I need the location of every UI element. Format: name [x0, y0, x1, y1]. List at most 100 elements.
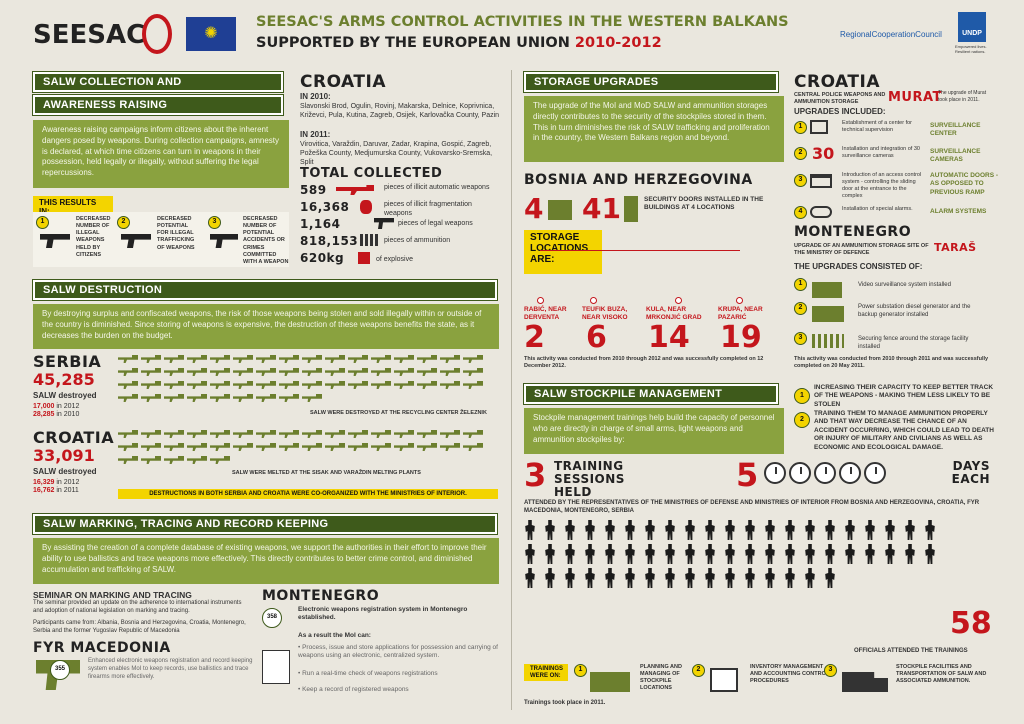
destruction-banner: DESTRUCTIONS IN BOTH SERBIA AND CROATIA …: [118, 489, 498, 499]
location-1-number: 2: [524, 320, 545, 355]
upgrades-included: UPGRADES INCLUDED:: [794, 107, 886, 116]
location-4-number: 19: [720, 320, 762, 355]
seesac-logo: SEESAC: [33, 20, 146, 50]
croatia-in2011: IN 2011:: [300, 130, 331, 139]
mne-upgrade-3-num: 3: [794, 332, 807, 345]
results-panel: [33, 212, 289, 267]
croatia-sub: SALW destroyed: [33, 467, 97, 476]
camera-icon: [812, 282, 842, 298]
undp-logo: UNDP: [958, 12, 986, 42]
training-2: INVENTORY MANAGEMENT AND ACCOUNTING CONT…: [750, 664, 830, 685]
trainings-took-place: Trainings took place in 2011.: [524, 700, 606, 706]
training-1: PLANNING AND MANAGING OF STOCKPILE LOCAT…: [640, 664, 682, 692]
location-marker-3: [675, 297, 682, 304]
generator-icon: [812, 306, 844, 322]
mne-upgrade-1-num: 1: [794, 278, 807, 291]
location-2-number: 6: [586, 320, 607, 355]
result-3: DECREASED NUMBER OF POTENTIAL ACCIDENTS …: [243, 216, 289, 265]
stockpile-title: SALW STOCKPILE MANAGEMENT: [524, 384, 778, 404]
taras: TARAŠ: [934, 241, 977, 254]
trainings-on: TRAININGS WERE ON:: [524, 664, 568, 682]
marking-title: SALW MARKING, TRACING AND RECORD KEEPING: [33, 514, 497, 534]
croatia-number: 33,091: [33, 446, 95, 465]
gate-icon: [810, 174, 832, 188]
rifle-icon: [336, 185, 374, 195]
total-589: 589: [300, 183, 327, 197]
croatia-storage-title: CROATIA: [794, 72, 880, 92]
header-title-2: SUPPORTED BY THE EUROPEAN UNION 2010-201…: [256, 35, 662, 51]
murat: MURAT: [888, 90, 942, 105]
seminar-body: The seminar provided an update on the ad…: [33, 600, 242, 614]
cameras-30: 30: [812, 144, 835, 163]
location-marker-2: [590, 297, 597, 304]
key-4: ALARM SYSTEMS: [930, 208, 987, 215]
storage-title: STORAGE UPGRADES: [524, 72, 778, 92]
mne-upgrade-3: Securing fence around the storage facili…: [858, 336, 969, 350]
result-3-number: 3: [208, 216, 221, 229]
training-2-num: 2: [692, 664, 705, 677]
mne-marking-body: Electronic weapons registration system i…: [298, 606, 468, 622]
croatia-list-2010: Slavonski Brod, Ogulin, Rovinj, Makarska…: [300, 103, 500, 120]
croatia-title: CROATIA: [300, 72, 386, 92]
croatia-list-2011: Virovitica, Varaždin, Daruvar, Zadar, Kr…: [300, 141, 493, 167]
box-icon: [710, 668, 738, 692]
croatia-weapons-rows: [118, 430, 498, 464]
location-4-name: KRUPA, NEAR PAZARIĆ: [718, 306, 763, 322]
upgrade-4: Installation of special alarms.: [842, 206, 913, 212]
serbia-2010: 28,285 in 2010: [33, 411, 80, 418]
monitor-icon: [810, 120, 828, 134]
truck-icon: [842, 672, 888, 692]
collection-title-1: SALW COLLECTION AND: [33, 72, 283, 92]
badge-355: 355: [50, 660, 70, 680]
mne-result: As a result the MoI can:: [298, 632, 371, 639]
upgrade-1: Establishment of a center for technical …: [842, 120, 913, 134]
destruction-title: SALW DESTRUCTION: [33, 280, 497, 300]
bih-n4: 4: [524, 192, 544, 225]
alarm-icon: [810, 206, 832, 218]
total-620kg: 620kg: [300, 251, 345, 265]
officials-icons: [524, 520, 954, 588]
undp-tagline: Empowered lives. Resilient nations.: [955, 44, 987, 54]
location-3-number: 14: [648, 320, 690, 355]
result-2: DECREASED POTENTIAL FOR ILLEGAL TRAFFICK…: [157, 216, 195, 251]
fence-icon: [812, 334, 844, 348]
officials-label: OFFICIALS ATTENDED THE TRAININGS: [854, 648, 968, 654]
montenegro-storage-sub: UPGRADE OF AN AMMUNITION STORAGE SITE OF…: [794, 243, 929, 257]
serbia-note: SALW WERE DESTROYED AT THE RECYCLING CEN…: [310, 410, 487, 416]
montenegro-storage-title: MONTENEGRO: [794, 224, 912, 240]
attended-by: ATTENDED BY THE REPRESENTATIVES OF THE M…: [524, 500, 980, 514]
explosive-icon: [358, 252, 370, 264]
mne-upgrade-1: Video surveillance system installed: [858, 282, 951, 288]
total-818153: 818,153: [300, 234, 359, 248]
key-1: SURVEILLANCE CENTER: [930, 122, 981, 138]
mne-storage-note: This activity was conducted from 2010 th…: [794, 356, 989, 370]
clock-icons: [764, 462, 889, 484]
badge-358: 358: [262, 608, 282, 628]
collection-body: Awareness raising campaigns inform citiz…: [33, 120, 289, 188]
warehouse-icon: [590, 672, 630, 692]
ammo-icon: [360, 234, 378, 246]
mne-marking-title: MONTENEGRO: [262, 588, 380, 604]
croatia-2011: 16,762 in 2011: [33, 487, 79, 494]
croatia-in2010: IN 2010:: [300, 92, 331, 101]
collection-title-2: AWARENESS RAISING: [33, 95, 283, 115]
croatia-destruction-title: CROATIA: [33, 428, 115, 447]
training-3: STOCKPILE FACILITIES AND TRANSPORTATION …: [896, 664, 987, 685]
marking-body: By assisting the creation of a complete …: [33, 538, 499, 584]
bih-note: This activity was conducted from 2010 th…: [524, 356, 764, 370]
croatia-2012: 16,329 in 2012: [33, 479, 80, 486]
mne-upgrade-2-num: 2: [794, 302, 807, 315]
stockpile-point-2: TRAINING THEM TO MANAGE AMMUNITION PROPE…: [814, 410, 994, 451]
total-16368-label: pieces of illicit fragmentation weapons: [384, 201, 472, 218]
upgrade-2: Installation and integration of 30 surve…: [842, 146, 920, 160]
training-sessions: TRAINING SESSIONS HELD: [554, 459, 625, 500]
key-3: AUTOMATIC DOORS - AS OPPOSED TO PREVIOUS…: [930, 172, 999, 196]
total-589-label: pieces of illicit automatic weapons: [384, 184, 490, 191]
bih-title: BOSNIA AND HERZEGOVINA: [524, 172, 753, 188]
fyr-body: Enhanced electronic weapons registration…: [88, 658, 253, 680]
mne-bullet-3: • Keep a record of registered weapons: [298, 686, 409, 693]
stockpile-point-1: INCREASING THEIR CAPACITY TO KEEP BETTER…: [814, 384, 994, 408]
location-marker-4: [736, 297, 743, 304]
pistol-icon: [374, 218, 394, 229]
total-16368: 16,368: [300, 200, 350, 214]
